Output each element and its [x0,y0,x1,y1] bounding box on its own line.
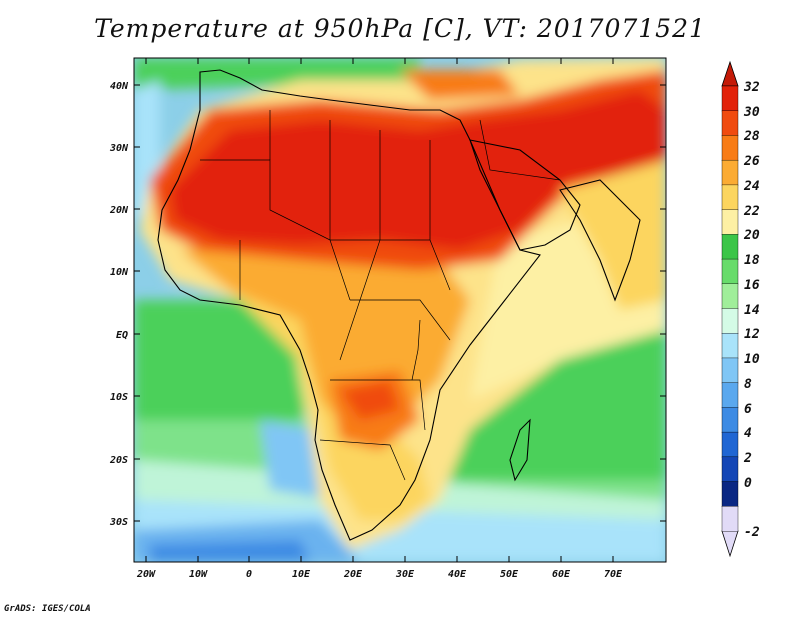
map-title: Temperature at 950hPa [C], VT: 201707152… [94,14,706,43]
colorbar-segment [721,258,739,285]
lon-label-70e: 70E [604,569,623,580]
lat-label-eq: EQ [116,330,128,341]
colorbar-segment [721,308,739,334]
colorbar-label-28: 28 [743,129,760,144]
colorbar-label-neg2: -2 [744,525,760,540]
colorbar-label-2: 2 [743,451,752,466]
colorbar-label-24: 24 [743,179,760,194]
credit-text: GrADS: IGES/COLA [4,604,91,614]
colorbar-segments [721,85,739,532]
colorbar-segment [721,283,739,310]
lat-label-40n: 40N [110,81,129,92]
lat-axis: 40N 30N 20N 10N EQ 10S 20S 30S [109,81,666,528]
colorbar-label-14: 14 [744,303,760,318]
colorbar-segment [721,159,739,186]
colorbar-label-10: 10 [744,352,760,367]
colorbar-label-16: 16 [744,278,760,293]
colorbar-segment [721,209,739,236]
colorbar-segment [721,85,739,112]
colorbar-labels: 32 30 28 26 24 22 20 18 16 14 12 10 8 6 … [743,80,760,540]
colorbar-segment [721,407,739,433]
temperature-field [134,58,666,562]
colorbar-segment [721,234,739,260]
lon-label-20e: 20E [343,569,363,580]
colorbar-segment [721,184,739,211]
lat-label-10n: 10N [110,267,129,278]
colorbar-label-12: 12 [744,327,760,342]
lon-label-20w: 20W [136,569,156,580]
colorbar-label-0: 0 [744,476,752,491]
colorbar-label-18: 18 [744,253,760,268]
colorbar-segment [721,357,739,384]
colorbar-label-26: 26 [743,154,760,169]
colorbar-bottom-arrow [721,530,739,558]
colorbar-label-32: 32 [743,80,760,95]
lat-label-30n: 30N [109,143,129,154]
lon-label-10e: 10E [292,569,311,580]
lon-label-0: 0 [246,569,252,580]
lon-label-60e: 60E [552,569,571,580]
country-borders [200,110,561,481]
colorbar-label-22: 22 [743,204,760,219]
colorbar-segment [721,431,739,458]
lon-axis: 20W 10W 0 10E 20E 30E 40E 50E 60E 70E [136,58,623,580]
colorbar-label-4: 4 [744,426,752,441]
colorbar-segment [721,382,739,409]
colorbar-segment [721,110,739,137]
lon-label-50e: 50E [500,569,519,580]
colorbar-label-6: 6 [744,402,752,417]
plot-frame [133,57,667,563]
lat-label-20s: 20S [109,455,128,466]
lat-label-10s: 10S [110,392,128,403]
colorbar-top-arrow [721,60,739,87]
colorbar-label-8: 8 [744,377,752,392]
colorbar: 32 30 28 26 24 22 20 18 16 14 12 10 8 6 … [721,60,760,558]
colorbar-segment [721,506,739,532]
lat-label-30s: 30S [109,517,128,528]
colorbar-segment [721,333,739,359]
coastlines [157,69,641,541]
colorbar-segment [721,481,739,507]
lon-label-30e: 30E [395,569,415,580]
lat-label-20n: 20N [109,205,129,216]
lon-label-40e: 40E [448,569,467,580]
colorbar-segment [721,135,739,161]
colorbar-segment [721,456,739,483]
lon-label-10w: 10W [189,569,208,580]
colorbar-label-20: 20 [743,228,760,243]
colorbar-label-30: 30 [743,105,760,120]
